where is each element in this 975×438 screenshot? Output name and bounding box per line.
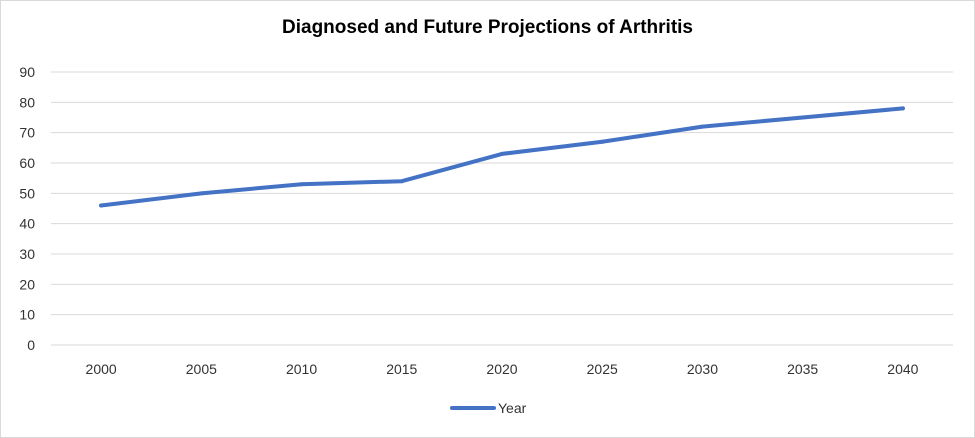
series-layer <box>99 106 905 208</box>
gridlines <box>51 71 953 346</box>
data-point <box>900 106 905 111</box>
data-point <box>399 179 404 184</box>
chart-title: Diagnosed and Future Projections of Arth… <box>282 17 693 38</box>
x-tick-label: 2040 <box>887 361 918 377</box>
y-tick-label: 0 <box>27 337 35 353</box>
legend: Year <box>450 400 527 416</box>
x-tick-label: 2015 <box>386 361 417 377</box>
x-axis-ticks: 2000 2005 2010 2015 2020 2025 2030 2035 2040 <box>86 361 919 377</box>
x-tick-label: 2010 <box>286 361 317 377</box>
x-tick-label: 2000 <box>86 361 117 377</box>
data-point <box>600 139 605 144</box>
y-tick-label: 70 <box>19 125 35 141</box>
y-tick-label: 30 <box>19 246 35 262</box>
x-tick-label: 2030 <box>687 361 718 377</box>
y-tick-label: 20 <box>19 276 35 292</box>
y-tick-label: 10 <box>19 307 35 323</box>
y-axis-ticks: 0 10 20 30 40 50 60 70 80 90 <box>19 64 35 353</box>
x-tick-label: 2005 <box>186 361 217 377</box>
y-tick-label: 90 <box>19 64 35 80</box>
legend-label: Year <box>498 400 527 416</box>
x-tick-label: 2025 <box>587 361 618 377</box>
y-tick-label: 40 <box>19 216 35 232</box>
y-tick-label: 50 <box>19 185 35 201</box>
data-point <box>99 203 104 208</box>
data-point <box>199 191 204 196</box>
data-point <box>800 115 805 120</box>
data-point <box>700 124 705 129</box>
x-tick-label: 2020 <box>486 361 517 377</box>
x-tick-label: 2035 <box>787 361 818 377</box>
data-point <box>500 151 504 156</box>
y-tick-label: 60 <box>19 155 35 171</box>
data-point <box>299 182 304 187</box>
y-tick-label: 80 <box>19 94 35 110</box>
series-line <box>99 106 905 208</box>
